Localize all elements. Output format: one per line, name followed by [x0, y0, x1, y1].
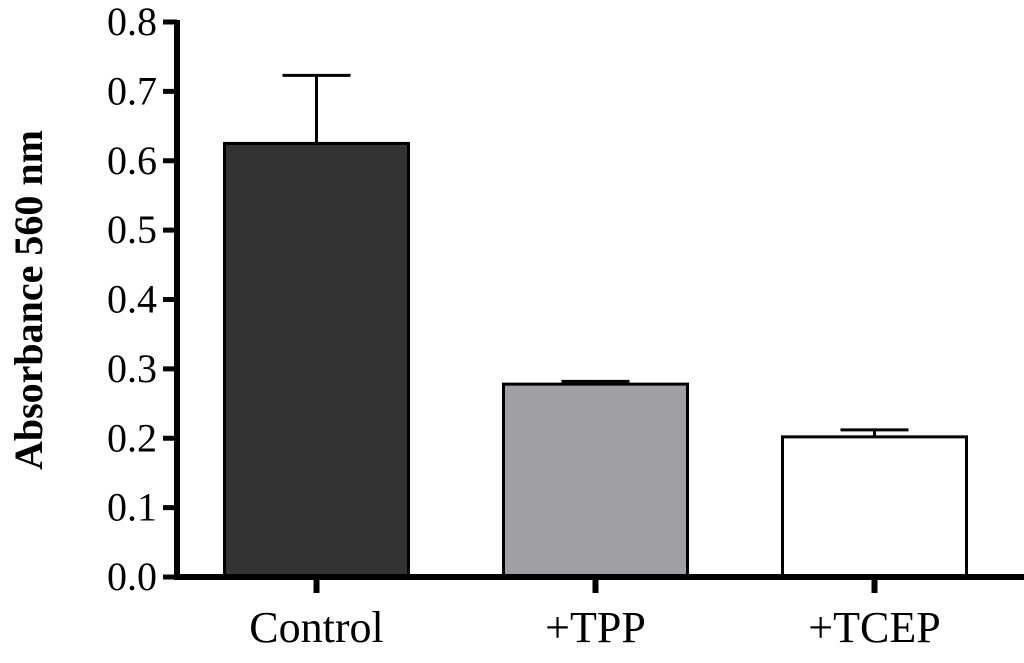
- x-tick-label: +TCEP: [808, 603, 940, 652]
- bar-tpp: [502, 382, 689, 579]
- y-tick-label: 0.6: [107, 138, 157, 183]
- y-tick-label: 0.1: [107, 485, 157, 530]
- bar-tcep: [781, 435, 968, 579]
- x-ticks: Control +TPP +TCEP: [249, 577, 941, 652]
- x-tick-label: +TPP: [545, 603, 646, 652]
- y-tick-label: 0.8: [107, 0, 157, 44]
- y-tick-label: 0.0: [107, 554, 157, 599]
- y-tick-label: 0.3: [107, 346, 157, 391]
- bars: [223, 141, 968, 579]
- y-tick-label: 0.4: [107, 277, 157, 322]
- y-axis-title: Absorbance 560 nm: [6, 130, 51, 470]
- error-bars: [282, 73, 909, 437]
- y-tick-label: 0.5: [107, 207, 157, 252]
- bar-control: [223, 141, 410, 579]
- y-ticks: 0.0 0.1 0.2 0.3 0.4 0.5 0.6 0.7 0.8: [107, 0, 177, 599]
- y-tick-label: 0.2: [107, 415, 157, 460]
- y-tick-label: 0.7: [107, 68, 157, 113]
- x-tick-label: Control: [249, 603, 383, 652]
